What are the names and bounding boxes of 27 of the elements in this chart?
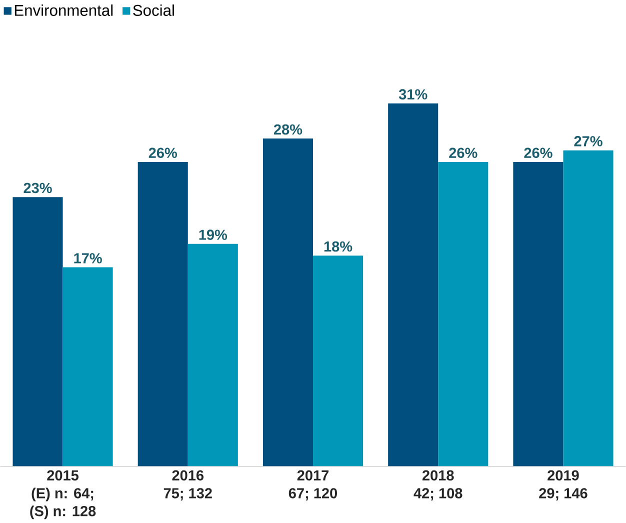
bar (513, 162, 564, 466)
data-label: 26% (148, 148, 178, 158)
x-tick-label: 2015 (E) n: 64; (S) n: 128 (30, 470, 96, 520)
bar (138, 162, 188, 466)
data-label: 31% (398, 89, 428, 100)
x-tick-label: 2016 75; 132 (164, 470, 212, 501)
bar (438, 162, 488, 466)
bar (262, 138, 314, 466)
data-label: 27% (574, 136, 602, 146)
legend-label: Social (133, 4, 174, 16)
x-tick-label: 2018 42; 108 (414, 470, 462, 501)
bar (388, 104, 438, 466)
bar (62, 267, 113, 466)
data-label: 26% (449, 148, 478, 158)
bar (563, 150, 614, 466)
data-label: 26% (524, 148, 552, 158)
legend-label: Environmental (14, 4, 113, 16)
x-tick-label: 2017 67; 120 (288, 470, 338, 501)
data-label: 17% (74, 253, 102, 264)
data-label: 19% (199, 230, 228, 240)
data-label: 18% (324, 241, 352, 252)
bar (188, 244, 238, 466)
x-tick-label: 2019 29; 146 (539, 470, 588, 501)
data-label: 23% (24, 182, 52, 194)
bar (313, 256, 364, 466)
data-label: 28% (274, 124, 302, 135)
bar (12, 197, 63, 466)
